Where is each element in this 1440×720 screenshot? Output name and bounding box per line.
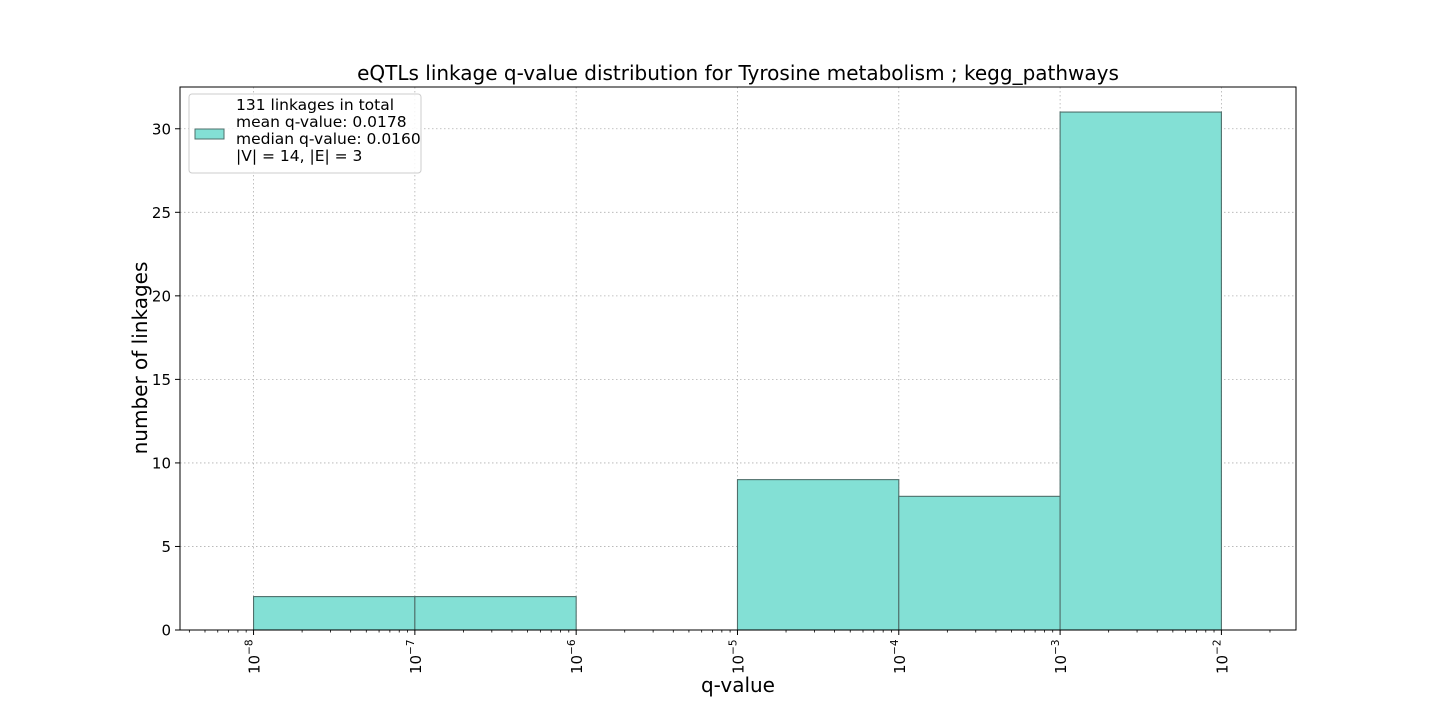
x-tick-label-text: 10−6 (566, 639, 586, 674)
x-tick-label: 10−4 (889, 639, 909, 674)
legend-swatch (194, 128, 225, 140)
x-tick-label-text: 10−4 (889, 639, 909, 674)
y-axis: 0 5 10 15 20 25 30 (152, 120, 180, 640)
x-tick-label: 10−7 (405, 639, 425, 674)
histogram-bar (736, 479, 900, 631)
x-tick-label: 10−6 (566, 639, 586, 674)
legend-line: |V| = 14, |E| = 3 (236, 147, 362, 165)
y-tick-label: 25 (152, 204, 171, 222)
x-tick-label-text: 10−3 (1050, 639, 1070, 674)
legend-box (188, 93, 422, 174)
x-tick-label-text: 10−8 (244, 639, 264, 674)
y-axis-title: number of linkages (128, 262, 152, 455)
legend-line: median q-value: 0.0160 (236, 130, 421, 148)
histogram-bar (1059, 111, 1222, 631)
legend-line: mean q-value: 0.0178 (236, 113, 407, 131)
y-tick-label: 20 (152, 287, 171, 305)
chart-title: eQTLs linkage q-value distribution for T… (357, 61, 1119, 85)
histogram-bar (252, 596, 416, 631)
plot-frame (179, 86, 1297, 631)
x-tick-label: 10−2 (1211, 639, 1231, 674)
x-tick-label-text: 10−2 (1211, 639, 1231, 674)
x-tick-label: 10−5 (727, 639, 747, 674)
x-tick-label-text: 10−7 (405, 639, 425, 674)
y-tick-label: 0 (161, 622, 171, 640)
x-axis-title: q-value (701, 673, 775, 697)
x-tick-label: 10−8 (244, 639, 264, 674)
y-tick-label: 5 (161, 538, 171, 556)
y-tick-label: 15 (152, 371, 171, 389)
x-tick-label-text: 10−5 (727, 639, 747, 674)
y-tick-label: 30 (152, 120, 171, 138)
legend-line: 131 linkages in total (236, 96, 394, 114)
histogram-bar (898, 495, 1061, 631)
bars (252, 111, 1222, 631)
x-axis: 10−8 10−7 10−6 10−5 10−4 10−3 10−2 (188, 630, 1271, 674)
x-tick-label: 10−3 (1050, 639, 1070, 674)
y-tick-label: 10 (152, 454, 171, 472)
histogram-bar (414, 596, 577, 631)
